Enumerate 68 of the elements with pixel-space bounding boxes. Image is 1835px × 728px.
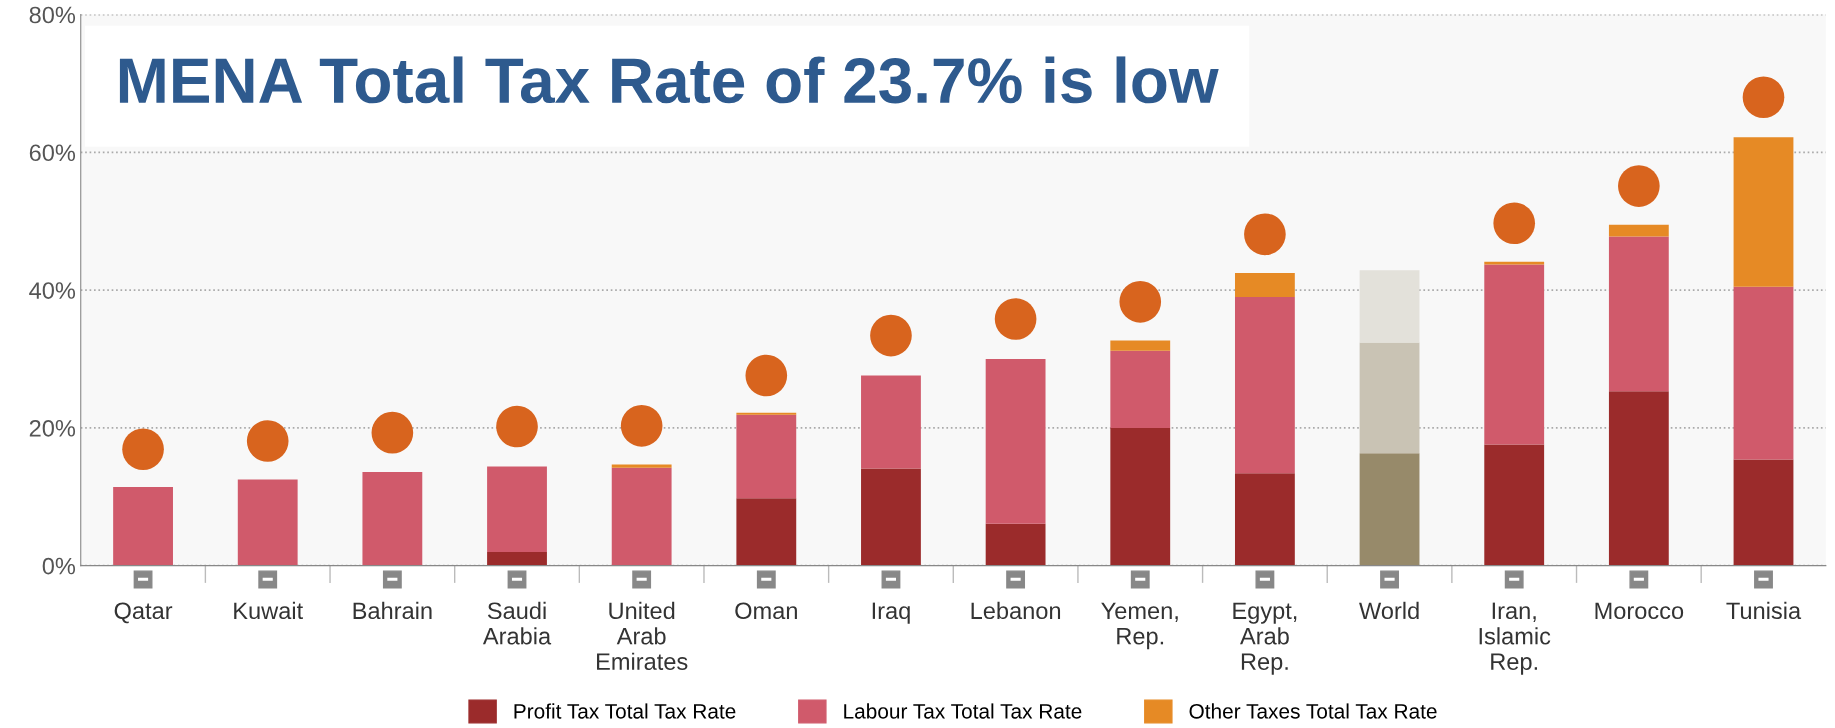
bar: [1733, 459, 1794, 566]
bar: [1234, 272, 1295, 297]
point: [1244, 213, 1286, 256]
point: [1493, 202, 1536, 245]
bar: [736, 498, 797, 566]
x-tick-label: Qatar: [114, 602, 173, 624]
legend-label: Labour Tax Total Tax Rate: [844, 703, 1082, 719]
x-tick-label: Saudi Arabia: [482, 601, 552, 645]
point: [1742, 76, 1785, 119]
bar: [1608, 391, 1669, 566]
point: [620, 404, 663, 447]
bar: [611, 464, 672, 468]
bar: [736, 412, 797, 415]
x-tick-label: Lebanon: [971, 601, 1061, 620]
bar: [1608, 224, 1669, 237]
bar: [113, 487, 173, 566]
bar: [985, 359, 1046, 524]
bar: [985, 523, 1046, 566]
x-tick-label: Iraq: [872, 602, 910, 624]
bar: [237, 479, 298, 566]
bar: [1484, 444, 1545, 566]
y-tick-label: 80%: [29, 6, 76, 24]
bar: [1484, 261, 1545, 265]
x-tick-label: Iran, Islamic Rep.: [1479, 602, 1551, 675]
bar: [1110, 340, 1171, 351]
bar: [362, 471, 423, 566]
x-tick-label: Morocco: [1595, 602, 1684, 620]
x-tick-label: Tunisia: [1726, 601, 1802, 620]
y-tick-label: 20%: [29, 419, 76, 437]
point: [1119, 280, 1162, 323]
bar: [487, 551, 547, 566]
x-tick-label: Oman: [735, 602, 797, 620]
bar: [1359, 270, 1420, 343]
bar: [1608, 236, 1669, 392]
bar: [1484, 264, 1545, 445]
x-tick-label: Kuwait: [234, 601, 303, 620]
bar: [861, 468, 921, 566]
bar: [861, 375, 921, 469]
point: [122, 428, 164, 471]
point: [870, 314, 912, 357]
x-tick-label: United Arab Emirates: [597, 601, 688, 670]
bar: [1733, 137, 1794, 287]
bar: [1359, 342, 1420, 454]
bar: [1234, 473, 1295, 566]
y-tick-label: 0%: [42, 557, 76, 575]
point: [1618, 165, 1660, 207]
x-tick-label: Egypt, Arab Rep.: [1233, 602, 1297, 675]
bar: [736, 414, 797, 499]
bar: [611, 467, 672, 566]
bar: [1110, 427, 1171, 566]
y-tick-label: 60%: [29, 144, 76, 162]
legend-label: Profit Tax Total Tax Rate: [514, 703, 736, 719]
point: [246, 420, 289, 462]
x-tick-label: Yemen, Rep.: [1101, 602, 1178, 650]
bar: [1234, 297, 1295, 474]
point: [745, 354, 788, 397]
bar: [1733, 286, 1794, 460]
y-tick-label: 40%: [29, 282, 76, 299]
legend-label: Other Taxes Total Tax Rate: [1189, 703, 1437, 719]
point: [994, 298, 1037, 340]
x-tick-label: World: [1359, 601, 1419, 620]
bar: [487, 466, 547, 552]
point: [496, 405, 538, 448]
text: MENA Total Tax Rate of 23.7% is low: [119, 56, 1219, 104]
bar: [1110, 350, 1171, 428]
x-tick-label: Bahrain: [353, 601, 432, 620]
bar: [1359, 453, 1420, 566]
point: [371, 411, 414, 454]
